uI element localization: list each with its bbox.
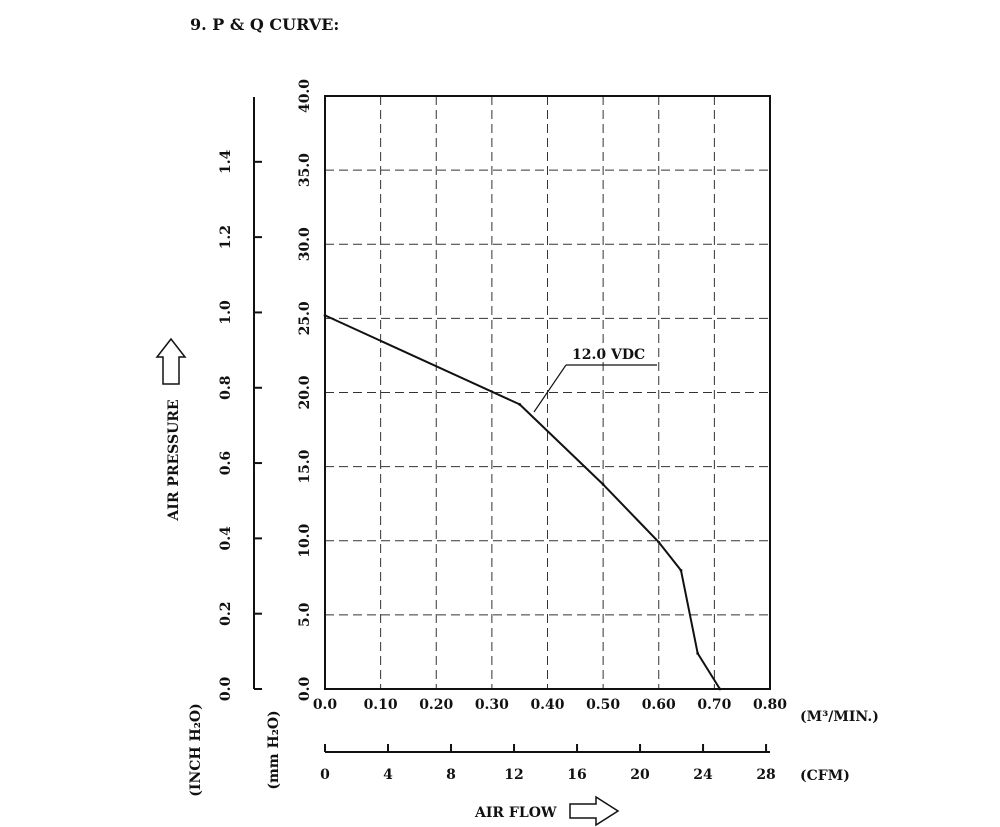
cfm-tick-label: 28 <box>756 767 775 783</box>
y-tick-label: 15.0 <box>297 449 313 483</box>
x-tick-label: 0.0 <box>313 697 338 713</box>
x-tick-label: 0.80 <box>753 697 787 713</box>
arrow-up-icon <box>155 337 187 385</box>
series-point <box>518 402 522 406</box>
inch-tick-label: 0.4 <box>218 526 234 551</box>
series-point <box>323 314 327 317</box>
y-tick-label: 20.0 <box>297 375 313 409</box>
series-point <box>679 569 683 572</box>
x-tick-label: 0.10 <box>364 697 398 713</box>
series-layer <box>323 314 722 691</box>
cfm-tick-label: 4 <box>383 767 393 783</box>
inch-tick-label: 1.2 <box>218 225 234 249</box>
x-tick-label: 0.50 <box>586 697 620 713</box>
inch-h2o-axis: 0.0 0.2 0.4 0.6 0.8 1.0 1.2 1.4 <box>218 97 262 701</box>
inch-tick-label: 1.4 <box>218 149 234 174</box>
series-line-12-vdc <box>324 314 721 690</box>
y-tick-label: 35.0 <box>297 153 313 187</box>
series-point <box>657 540 661 544</box>
y-tick-label: 25.0 <box>297 301 313 335</box>
y-tick-label: 0.0 <box>297 677 313 702</box>
y-axis-title: AIR PRESSURE <box>166 399 182 521</box>
cfm-tick-label: 20 <box>630 767 650 783</box>
x-tick-label: 0.40 <box>530 697 564 713</box>
x-tick-label: 0.30 <box>475 697 509 713</box>
series-label-12-vdc: 12.0 VDC <box>572 347 645 363</box>
inch-tick-label: 0.2 <box>218 602 234 626</box>
plot-frame <box>324 95 771 690</box>
plot-grid <box>325 96 770 689</box>
callout-leader <box>533 364 567 413</box>
cfm-tick-label: 16 <box>567 767 586 783</box>
x-tick-label: 0.70 <box>697 697 731 713</box>
inch-tick-label: 0.8 <box>218 376 234 400</box>
y-tick-label: 10.0 <box>297 523 313 557</box>
series-callout: 12.0 VDC <box>533 347 657 413</box>
m3-min-unit-label: (M³/MIN.) <box>800 709 879 725</box>
y-tick-label: 30.0 <box>297 227 313 261</box>
x-tick-label: 0.20 <box>419 697 453 713</box>
y-tick-label: 5.0 <box>297 602 313 627</box>
series-point <box>601 483 605 486</box>
mm-h2o-tick-labels: 0.0 5.0 10.0 15.0 20.0 25.0 30.0 35.0 40.0 <box>297 79 313 701</box>
inch-tick-label: 0.0 <box>218 677 234 702</box>
series-point <box>696 652 700 655</box>
x-tick-label: 0.60 <box>642 697 676 713</box>
inch-tick-label: 1.0 <box>218 300 234 325</box>
cfm-unit-label: (CFM) <box>800 768 850 784</box>
y-tick-label: 40.0 <box>297 79 313 113</box>
cfm-tick-label: 0 <box>320 767 330 783</box>
arrow-right-icon <box>569 795 620 827</box>
x-axis-title: AIR FLOW <box>474 805 557 821</box>
x-axis-title-group: AIR FLOW <box>474 795 620 827</box>
cfm-axis: 0 4 8 12 16 20 24 28 <box>320 744 776 783</box>
inch-tick-label: 0.6 <box>218 451 234 475</box>
cfm-tick-label: 8 <box>446 767 456 783</box>
y-axis-title-group: AIR PRESSURE <box>155 337 187 522</box>
mm-h2o-unit-label: (mm H₂O) <box>266 710 282 789</box>
cfm-tick-label: 12 <box>504 767 523 783</box>
series-point <box>718 687 722 691</box>
cfm-tick-label: 24 <box>693 767 713 783</box>
m3-min-tick-labels: 0.0 0.10 0.20 0.30 0.40 0.50 0.60 0.70 0.80 <box>313 697 787 713</box>
chart-title: 9. P & Q CURVE: <box>190 15 339 34</box>
inch-h2o-unit-label: (INCH H₂O) <box>188 703 204 796</box>
